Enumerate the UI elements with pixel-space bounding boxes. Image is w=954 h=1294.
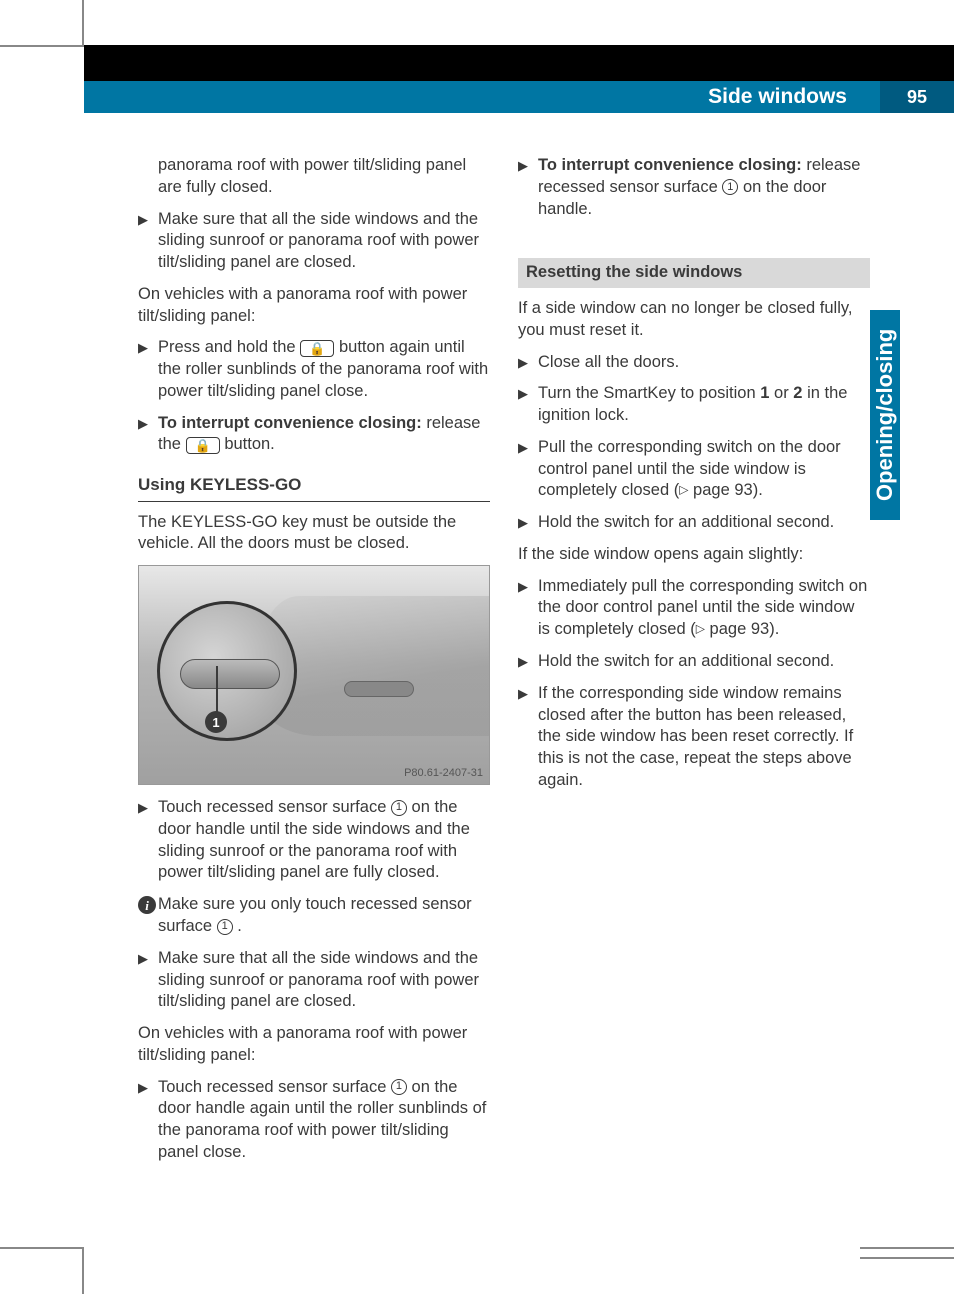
list-item: ▶ To interrupt convenience closing: rele… — [518, 155, 870, 220]
lock-button-icon: 🔒 — [300, 340, 334, 357]
decoration-line — [860, 1247, 954, 1249]
heading-keyless-go: Using KEYLESS-GO — [138, 474, 490, 501]
figure-caption: P80.61-2407-31 — [404, 766, 483, 781]
decoration-line — [82, 0, 84, 47]
triangle-icon: ▶ — [138, 209, 158, 274]
heading-resetting: Resetting the side windows — [518, 258, 870, 288]
circled-1-icon: 1 — [391, 1079, 407, 1095]
top-black-bar — [84, 45, 954, 81]
triangle-icon: ▶ — [518, 683, 538, 792]
content-area: panorama roof with power tilt/sliding pa… — [138, 155, 870, 1174]
header-title: Side windows — [708, 85, 847, 109]
list-item: ▶ Make sure that all the side windows an… — [138, 209, 490, 274]
triangle-icon: ▶ — [138, 797, 158, 884]
zoom-circle — [157, 601, 297, 741]
section-tab: Opening/closing — [870, 310, 900, 520]
door-handle-illustration — [344, 681, 414, 697]
triangle-icon: ▶ — [518, 437, 538, 502]
list-item: ▶ Make sure that all the side windows an… — [138, 948, 490, 1013]
left-column: panorama roof with power tilt/sliding pa… — [138, 155, 490, 1174]
circled-1-icon: 1 — [217, 919, 233, 935]
triangle-icon: ▶ — [138, 337, 158, 402]
decoration-line — [0, 1247, 84, 1249]
list-item: ▶ Press and hold the 🔒 button again unti… — [138, 337, 490, 402]
list-item: ▶ Touch recessed sensor surface 1 on the… — [138, 1077, 490, 1164]
list-item: ▶ Close all the doors. — [518, 352, 870, 374]
triangle-icon: ▶ — [518, 155, 538, 220]
zoom-handle — [180, 659, 280, 689]
triangle-icon: ▶ — [518, 576, 538, 641]
list-item: ▶ If the corresponding side window remai… — [518, 683, 870, 792]
decoration-line — [860, 1257, 954, 1259]
list-item: ▶ Immediately pull the corresponding swi… — [518, 576, 870, 641]
triangle-icon: ▶ — [518, 651, 538, 673]
paragraph: On vehicles with a panorama roof with po… — [138, 284, 490, 328]
list-item: ▶ Turn the SmartKey to position 1 or 2 i… — [518, 383, 870, 427]
page-number: 95 — [880, 81, 954, 113]
triangle-icon: ▶ — [138, 948, 158, 1013]
callout-line — [216, 666, 218, 712]
info-note: i Make sure you only touch recessed sens… — [138, 894, 490, 938]
circled-1-icon: 1 — [391, 800, 407, 816]
paragraph: If a side window can no longer be closed… — [518, 298, 870, 342]
triangle-icon: ▶ — [138, 413, 158, 457]
paragraph: On vehicles with a panorama roof with po… — [138, 1023, 490, 1067]
page-ref-icon: ▷ — [696, 622, 705, 636]
right-column: ▶ To interrupt convenience closing: rele… — [518, 155, 870, 1174]
decoration-line — [0, 45, 84, 47]
list-item: ▶ To interrupt convenience closing: rele… — [138, 413, 490, 457]
door-handle-figure: 1 P80.61-2407-31 — [138, 565, 490, 785]
list-item: ▶ Pull the corresponding switch on the d… — [518, 437, 870, 502]
triangle-icon: ▶ — [518, 383, 538, 427]
lock-button-icon: 🔒 — [186, 437, 220, 454]
triangle-icon: ▶ — [518, 512, 538, 534]
header-bar: Side windows 95 — [84, 81, 954, 113]
list-item: ▶ Hold the switch for an additional seco… — [518, 512, 870, 534]
list-item: ▶ Hold the switch for an additional seco… — [518, 651, 870, 673]
paragraph: The KEYLESS-GO key must be outside the v… — [138, 512, 490, 556]
circled-1-icon: 1 — [722, 179, 738, 195]
callout-marker-1: 1 — [205, 711, 227, 733]
info-icon: i — [138, 896, 156, 914]
triangle-icon: ▶ — [518, 352, 538, 374]
decoration-line — [82, 1249, 84, 1294]
list-item: ▶ Touch recessed sensor surface 1 on the… — [138, 797, 490, 884]
continuation-text: panorama roof with power tilt/sliding pa… — [138, 155, 490, 199]
paragraph: If the side window opens again slightly: — [518, 544, 870, 566]
triangle-icon: ▶ — [138, 1077, 158, 1164]
